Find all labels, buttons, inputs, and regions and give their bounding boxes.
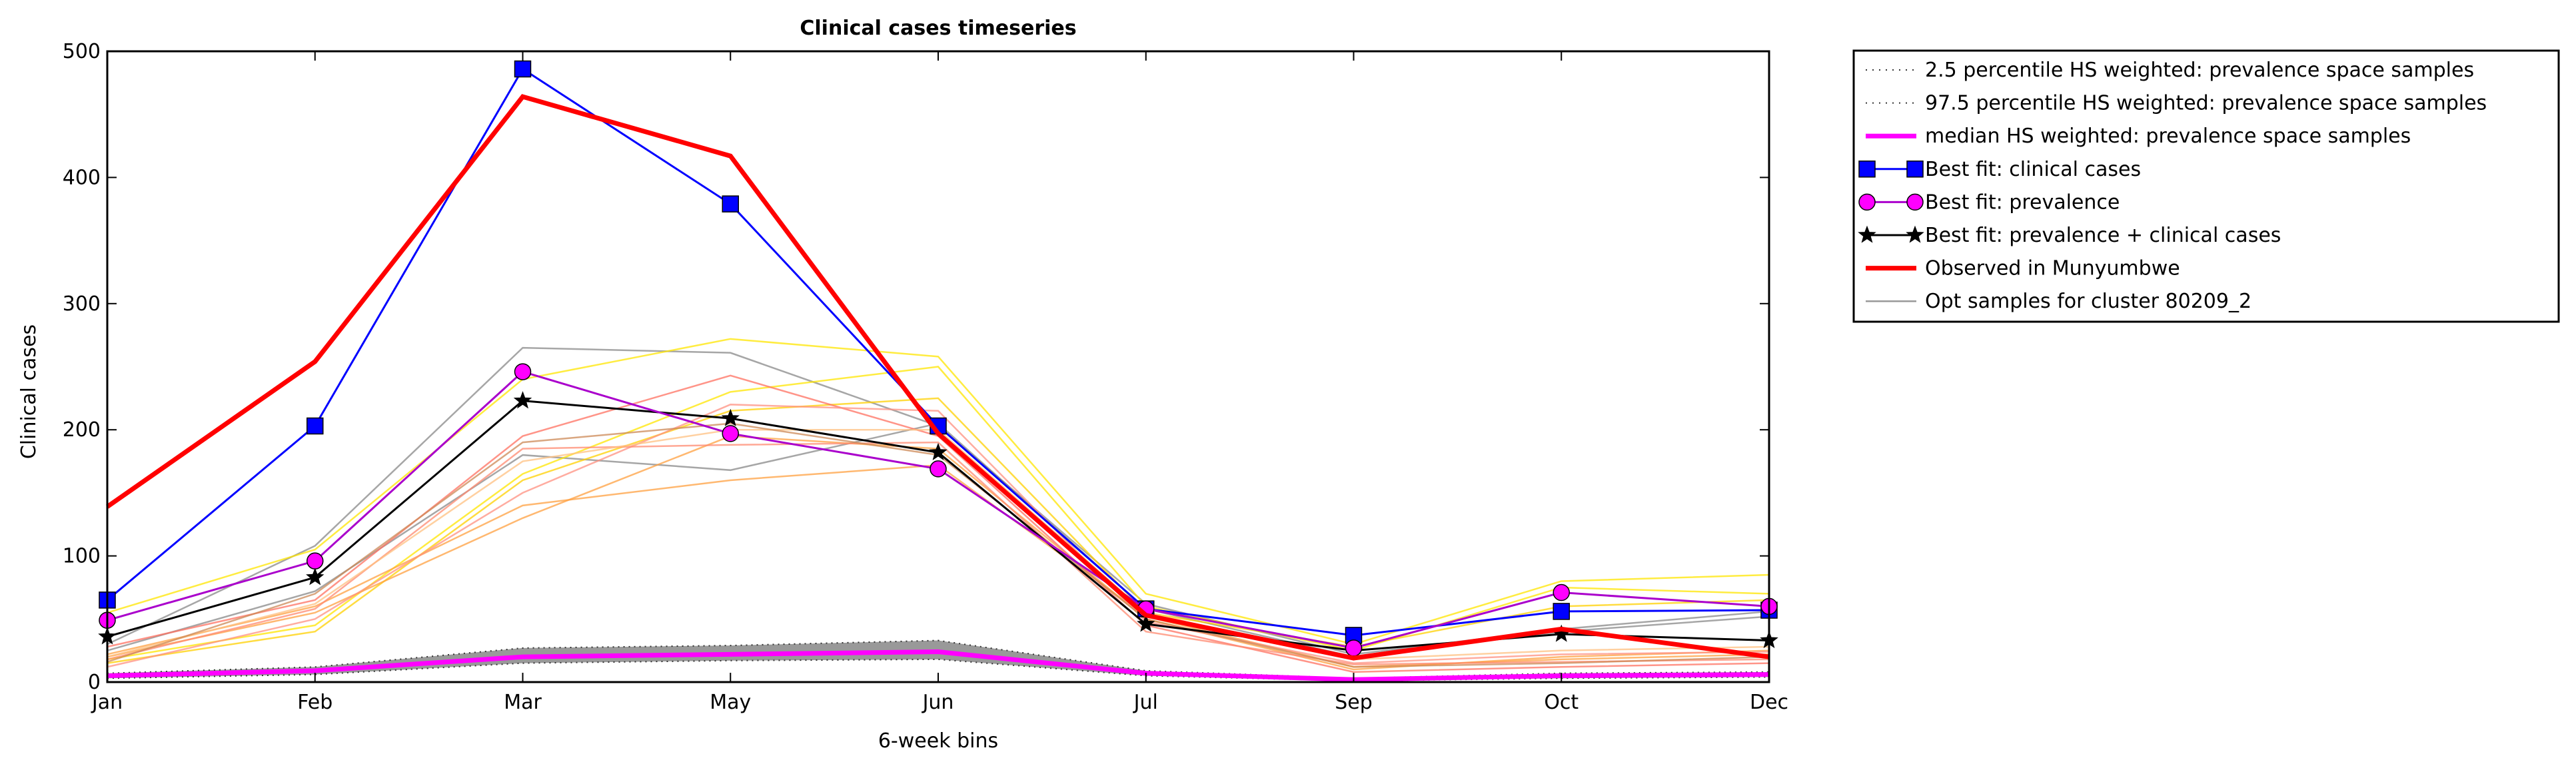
legend-marker — [1858, 225, 1876, 243]
legend-label-6: Best fit: prevalence + clinical cases — [1925, 224, 2281, 247]
x-tick-label: Oct — [1544, 691, 1579, 714]
series-2-point — [930, 460, 947, 478]
legend-label-3: median HS weighted: prevalence space sam… — [1925, 125, 2411, 148]
series-2-point — [307, 552, 324, 570]
legend-marker — [1906, 225, 1924, 243]
series-1-point — [307, 417, 324, 435]
chart-title: Clinical cases timeseries — [800, 17, 1076, 40]
legend-box — [1852, 49, 2560, 323]
series-1-point — [514, 60, 532, 78]
sample-line-3 — [107, 338, 1770, 645]
legend-label-4: Best fit: clinical cases — [1925, 158, 2141, 181]
series-1-point — [722, 195, 739, 212]
series-3-point — [929, 442, 948, 460]
x-tick-label: Jul — [1133, 691, 1158, 714]
x-tick-label: Feb — [297, 691, 332, 714]
legend-marker — [1906, 161, 1924, 178]
x-tick-label: Dec — [1750, 691, 1788, 714]
y-tick-label: 400 — [63, 166, 101, 189]
legend: 2.5 percentile HS weighted: prevalence s… — [1852, 49, 2560, 323]
series-2-point — [722, 425, 739, 442]
median-line — [107, 649, 1770, 682]
x-tick-label: May — [710, 691, 751, 714]
series-3-point — [1137, 614, 1155, 632]
legend-label-8: Opt samples for cluster 80209_2 — [1925, 290, 2252, 313]
legend-label-1: 2.5 percentile HS weighted: prevalence s… — [1925, 59, 2474, 82]
legend-label-2: 97.5 percentile HS weighted: prevalence … — [1925, 92, 2487, 115]
series-3-point — [721, 408, 740, 426]
percentile-band — [107, 640, 1769, 681]
series-2-point — [1345, 639, 1363, 657]
legend-marker — [1858, 193, 1876, 211]
sample-line-4 — [107, 366, 1770, 661]
series-line-4 — [105, 94, 1770, 661]
x-axis-label: 6-week bins — [878, 729, 998, 753]
legend-marker — [1858, 161, 1876, 178]
y-tick-label: 0 — [88, 671, 101, 694]
legend-label-5: Best fit: prevalence — [1925, 191, 2120, 214]
percentile-97-5-line — [107, 639, 1770, 679]
x-tick-label: Jan — [91, 691, 123, 714]
legend-label-7: Observed in Munyumbwe — [1925, 257, 2180, 280]
y-tick-label: 500 — [63, 40, 101, 63]
series-2-point — [1553, 583, 1570, 601]
series-1-point — [1553, 603, 1570, 620]
plot-area — [98, 51, 1778, 682]
series-2-point — [514, 363, 532, 380]
sample-line-9 — [107, 404, 1770, 668]
y-tick-label: 300 — [63, 292, 101, 316]
y-tick-label: 200 — [63, 418, 101, 442]
series-3-point — [306, 568, 324, 585]
x-tick-label: Mar — [504, 691, 542, 714]
y-axis-label: Clinical cases — [17, 324, 41, 459]
y-tick-label: 100 — [63, 545, 101, 568]
x-tick-label: Jun — [922, 691, 954, 714]
axes: Jan Feb Mar May Jun Jul Sep Oct Dec 0 100 200 300 400… — [63, 40, 1788, 714]
x-tick-label: Sep — [1335, 691, 1373, 714]
legend-marker — [1906, 193, 1924, 211]
series-3-point — [513, 391, 532, 409]
